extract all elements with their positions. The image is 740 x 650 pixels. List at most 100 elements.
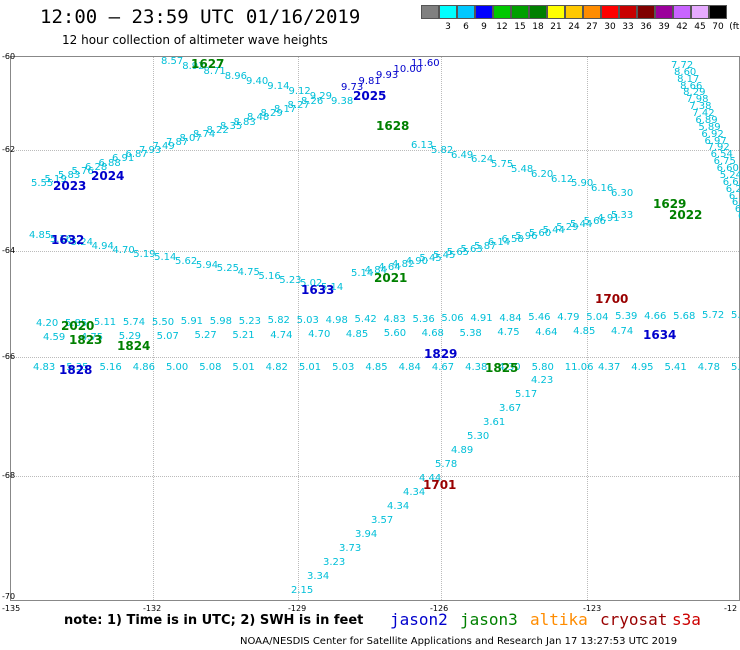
wave-height-value: 4.75 bbox=[497, 327, 520, 339]
scale-swatch bbox=[457, 5, 475, 19]
wave-height-value: 5.62 bbox=[175, 256, 198, 267]
footer-credit: NOAA/NESDIS Center for Satellite Applica… bbox=[240, 636, 678, 647]
wave-height-value: 5.01 bbox=[298, 362, 322, 373]
scale-unit: (ft) bbox=[729, 22, 740, 32]
wave-height-value: 4.44 bbox=[419, 473, 442, 484]
wave-height-value: 6.14 bbox=[487, 237, 511, 249]
wave-height-value: 4.20 bbox=[36, 318, 59, 329]
wave-height-value: 4.85 bbox=[365, 362, 388, 373]
track-time-label: 2021 bbox=[374, 271, 408, 285]
track-time-label: 1825 bbox=[485, 361, 519, 375]
wave-height-value: 5.46 bbox=[528, 312, 551, 324]
wave-height-value: 5.72 bbox=[702, 310, 725, 322]
scale-label: 15 bbox=[514, 22, 526, 32]
wave-height-value: 4.70 bbox=[308, 329, 331, 341]
wave-height-value: 9.29 bbox=[309, 91, 333, 102]
track-time-label: 2025 bbox=[353, 89, 387, 103]
wave-height-value: 5.07 bbox=[156, 330, 179, 342]
wave-height-value: 8.17 bbox=[274, 104, 297, 116]
wave-height-value: 5.01 bbox=[731, 362, 740, 373]
wave-height-value: 4.84 bbox=[364, 264, 387, 276]
wave-height-value: 5.11 bbox=[93, 317, 117, 329]
scale-label: 39 bbox=[658, 22, 670, 32]
wave-height-value: 3.23 bbox=[323, 557, 346, 568]
wave-height-value: 11.60 bbox=[411, 58, 440, 69]
grid-line bbox=[11, 476, 739, 477]
wave-height-value: 7.98 bbox=[686, 94, 709, 106]
wave-height-value: 5.14 bbox=[321, 282, 344, 293]
wave-height-value: 4.86 bbox=[132, 362, 155, 373]
grid-line bbox=[587, 57, 588, 600]
wave-height-value: 9.12 bbox=[288, 86, 311, 97]
wave-height-value: 9.93 bbox=[376, 70, 399, 81]
wave-height-value: 5.16 bbox=[49, 233, 73, 245]
wave-height-value: 3.57 bbox=[371, 515, 394, 526]
scale-swatch bbox=[547, 5, 565, 19]
wave-height-value: 5.01 bbox=[232, 362, 255, 373]
wave-height-value: 4.82 bbox=[392, 258, 415, 270]
lat-tick-label: -60 bbox=[2, 52, 16, 61]
wave-height-value: 6.58 bbox=[501, 234, 524, 246]
scale-label: 12 bbox=[496, 22, 508, 32]
wave-height-value: 4.91 bbox=[597, 213, 620, 225]
wave-height-value: 4.91 bbox=[470, 313, 493, 324]
wave-height-value: 4.94 bbox=[91, 241, 114, 253]
wave-height-value: 6.88 bbox=[98, 157, 121, 169]
note-text: note: 1) Time is in UTC; 2) SWH is in fe… bbox=[64, 613, 364, 628]
wave-height-value: 9.14 bbox=[267, 81, 290, 92]
wave-height-value: 5.60 bbox=[383, 328, 407, 340]
wave-height-value: 5.78 bbox=[435, 459, 458, 470]
track-time-label: 1828 bbox=[59, 363, 93, 377]
scale-label: 33 bbox=[622, 22, 634, 32]
wave-height-value: 5.21 bbox=[232, 330, 255, 341]
wave-height-value: 6.89 bbox=[695, 114, 718, 126]
wave-height-value: 5.82 bbox=[267, 315, 290, 327]
track-time-label: 2023 bbox=[53, 179, 87, 193]
lon-tick-label: -12 bbox=[724, 604, 738, 613]
wave-height-value: 4.74 bbox=[270, 329, 293, 341]
wave-height-value: 8.92 bbox=[182, 61, 205, 72]
wave-height-value: 10.00 bbox=[393, 64, 423, 75]
wave-height-value: 5.74 bbox=[122, 317, 146, 328]
wave-height-value: 4.34 bbox=[403, 487, 426, 498]
wave-height-value: 5.35 bbox=[66, 362, 89, 373]
wave-height-value: 3.94 bbox=[355, 529, 378, 540]
scale-swatch bbox=[565, 5, 583, 19]
wave-height-value: 4.85 bbox=[29, 230, 52, 241]
wave-height-value: 5.94 bbox=[195, 259, 219, 271]
wave-height-value: 8.60 bbox=[674, 66, 697, 78]
lon-tick-label: -123 bbox=[583, 604, 602, 613]
wave-height-value: 5.41 bbox=[664, 362, 687, 373]
legend-item-jason3: jason3 bbox=[460, 610, 518, 629]
scale-swatch bbox=[709, 5, 727, 19]
lat-tick-label: -68 bbox=[2, 471, 16, 480]
wave-height-value: 4.68 bbox=[421, 328, 444, 339]
wave-height-value: 3.34 bbox=[307, 571, 330, 582]
wave-height-value: 5.38 bbox=[459, 327, 482, 339]
wave-height-value: 9.38 bbox=[331, 96, 354, 107]
wave-height-value: 5.65 bbox=[446, 246, 470, 258]
wave-height-value: 5.23 bbox=[238, 315, 261, 327]
wave-height-value: 5.29 bbox=[118, 331, 141, 343]
grid-line bbox=[441, 57, 442, 600]
wave-height-value: 4.90 bbox=[405, 255, 428, 267]
track-time-label: 1823 bbox=[69, 333, 103, 347]
map-frame: 8.57 8.92 8.71 8.96 9.40 9.14 9.12 9.29 9.38 9.73… bbox=[10, 56, 740, 601]
color-scale bbox=[421, 5, 727, 24]
track-time-label: 1632 bbox=[51, 233, 85, 247]
wave-height-value: 4.84 bbox=[499, 312, 522, 324]
wave-height-value: 5.45 bbox=[433, 249, 456, 261]
wave-height-value: 5.83 bbox=[58, 169, 81, 181]
wave-height-value: 5.25 bbox=[216, 263, 239, 275]
wave-height-value: 5.39 bbox=[615, 311, 638, 323]
track-time-label: 2024 bbox=[91, 169, 125, 183]
wave-height-value: 5.24 bbox=[719, 169, 740, 181]
wave-height-value: 9.81 bbox=[358, 76, 381, 87]
wave-height-value: 5.91 bbox=[180, 316, 204, 328]
wave-height-value: 5.98 bbox=[209, 316, 233, 327]
wave-height-value: 3.61 bbox=[483, 417, 506, 428]
wave-height-value: 5.96 bbox=[515, 231, 538, 243]
wave-height-value: 5.24 bbox=[70, 237, 93, 249]
wave-height-value: 5.08 bbox=[199, 362, 222, 373]
scale-swatch bbox=[637, 5, 655, 19]
